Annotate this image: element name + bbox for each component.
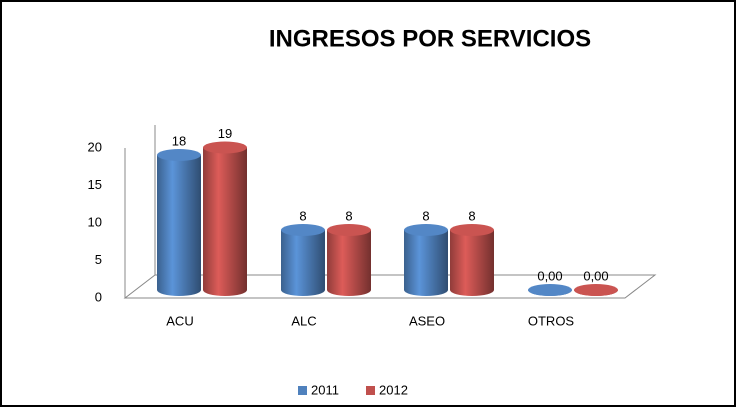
bar-top (450, 224, 494, 236)
bar (528, 284, 572, 296)
legend-label: 2011 (311, 382, 339, 397)
bar-body (327, 230, 371, 296)
x-tick-label: ASEO (409, 313, 445, 328)
bar-body (281, 230, 325, 296)
bar-body (157, 155, 201, 296)
bar-top (528, 284, 572, 296)
y-tick-label: 5 (95, 252, 102, 267)
bar (203, 141, 247, 296)
floor (123, 274, 657, 299)
bar-body (203, 147, 247, 296)
bar (450, 224, 494, 296)
bar-body (404, 230, 448, 296)
data-label: 0,00 (583, 268, 608, 283)
bar-top (281, 224, 325, 236)
x-tick-label: OTROS (528, 313, 575, 328)
bar (281, 224, 325, 296)
bar-top (157, 149, 201, 161)
bar (327, 224, 371, 296)
data-label: 18 (172, 133, 186, 148)
y-tick-label: 15 (88, 177, 102, 192)
data-label: 19 (218, 126, 232, 141)
y-tick-label: 0 (95, 289, 102, 304)
data-label: 8 (345, 208, 352, 223)
bar-top (203, 141, 247, 154)
legend-swatch (298, 386, 307, 395)
bar (404, 224, 448, 296)
data-label: 8 (468, 208, 475, 223)
legend-label: 2012 (379, 382, 408, 397)
y-tick-label: 20 (88, 139, 102, 154)
chart-title: INGRESOS POR SERVICIOS (269, 25, 591, 52)
bar (574, 284, 618, 296)
x-tick-label: ACU (166, 313, 193, 328)
bar-top (327, 224, 371, 236)
bar-top (574, 284, 618, 296)
data-label: 8 (299, 208, 306, 223)
y-tick-label: 10 (88, 214, 102, 229)
bar (157, 149, 201, 296)
data-label: 8 (422, 208, 429, 223)
bar-body (450, 230, 494, 296)
x-tick-label: ALC (291, 313, 316, 328)
data-label: 0,00 (537, 268, 562, 283)
legend-swatch (366, 386, 375, 395)
bar-top (404, 224, 448, 236)
